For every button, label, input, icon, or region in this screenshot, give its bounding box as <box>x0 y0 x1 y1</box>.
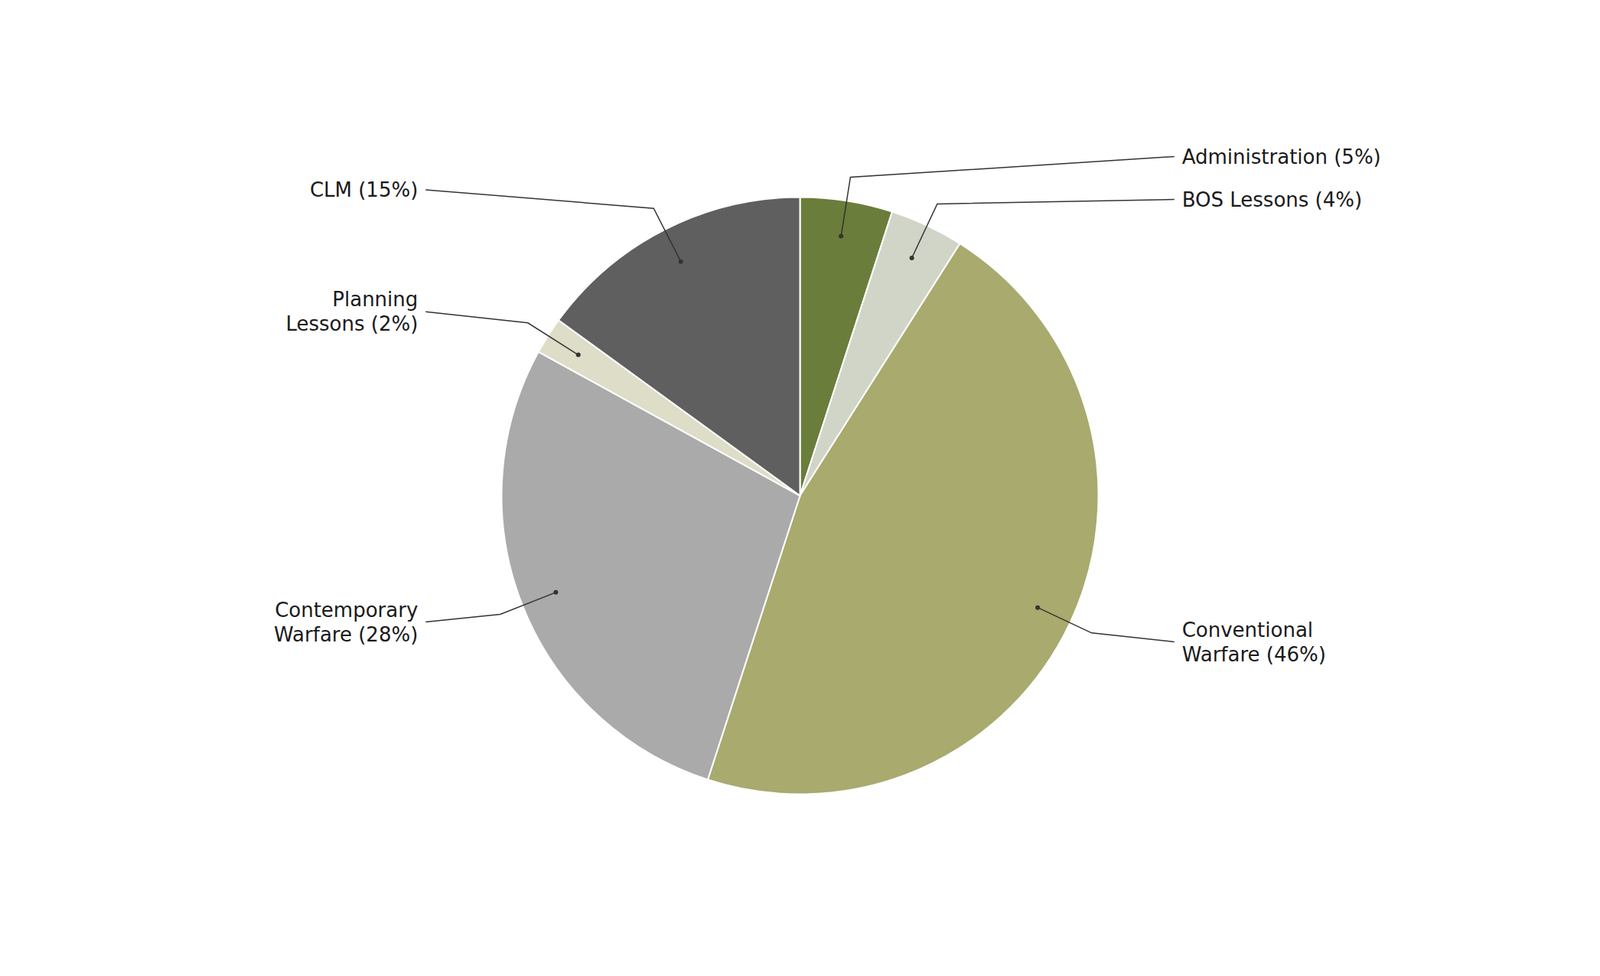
pie-slice <box>558 197 801 496</box>
leader-line <box>840 156 1175 237</box>
slice-label: ConventionalWarfare (46%) <box>1182 618 1327 666</box>
slice-label-line: Warfare (28%) <box>273 622 418 646</box>
labels: Administration (5%) BOS Lessons (4%) Conve… <box>273 145 1382 666</box>
slice-label-line: Warfare (46%) <box>1182 642 1327 666</box>
leader-line <box>425 592 556 623</box>
leader-dot <box>576 352 581 358</box>
chart-svg: Administration (5%) BOS Lessons (4%) Conve… <box>0 0 1600 976</box>
slice-label-line: Administration (5%) <box>1182 145 1382 169</box>
slice-label-line: Conventional <box>1182 618 1314 642</box>
leader-dot <box>1035 605 1040 610</box>
slice-label: Administration (5%) <box>1182 145 1382 169</box>
leader-line <box>425 189 681 262</box>
leader-lines <box>425 156 1174 642</box>
slices <box>501 197 1099 795</box>
leader-dot <box>909 255 915 261</box>
slice-label-line: CLM (15%) <box>309 178 418 202</box>
leader-line <box>1037 607 1175 642</box>
leader-dot <box>838 234 844 239</box>
slice-label: CLM (15%) <box>309 178 418 202</box>
slice-label: BOS Lessons (4%) <box>1182 188 1363 212</box>
slice-label: PlanningLessons (2%) <box>285 287 418 336</box>
chart-container: Administration (5%) BOS Lessons (4%) Conve… <box>0 0 1600 976</box>
slice-label-line: Lessons (2%) <box>285 312 418 336</box>
leader-line <box>425 311 578 355</box>
slice-label-line: Contemporary <box>274 598 418 622</box>
slice-label: ContemporaryWarfare (28%) <box>273 598 418 646</box>
leader-line <box>912 199 1175 258</box>
slice-label-line: BOS Lessons (4%) <box>1182 188 1363 212</box>
leader-dot <box>553 589 558 595</box>
leader-dot <box>678 259 684 264</box>
slice-label-line: Planning <box>332 287 418 311</box>
